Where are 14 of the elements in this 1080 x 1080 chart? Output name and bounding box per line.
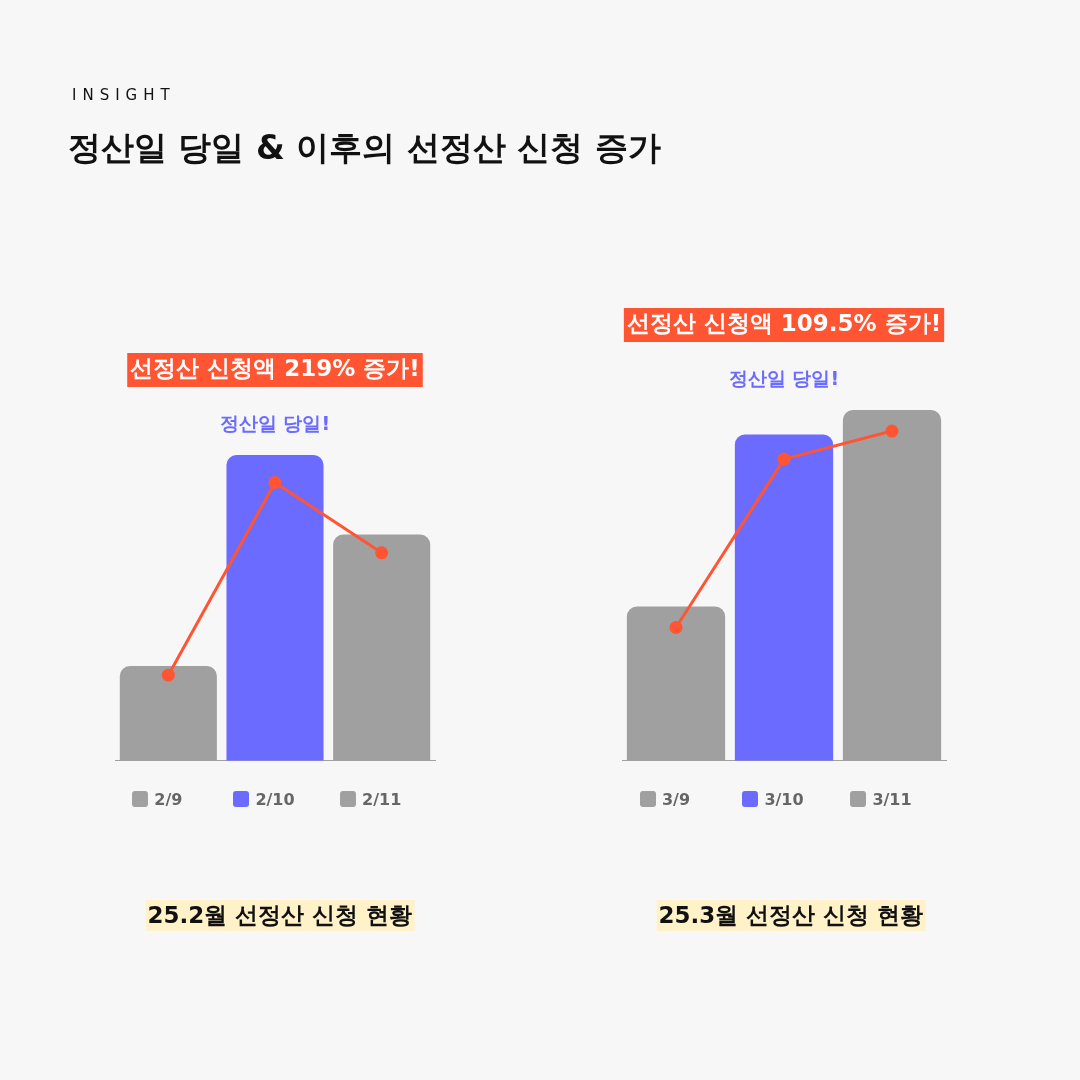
text: INSIGHT: [72, 86, 176, 104]
text: 선정산 신청액 109.5% 증가!: [626, 309, 942, 336]
x-tick-label: 3/11: [872, 789, 912, 809]
x-tick-label: 3/10: [764, 789, 804, 809]
text: 정산일 당일!: [728, 366, 840, 389]
text: 정산일 당일!: [219, 411, 331, 434]
x-tick-label: 3/9: [661, 789, 691, 809]
text: 25.3월 선정산 신청 현황: [656, 900, 926, 931]
text: 정산일 당일 & 이후의 선정산 신청 증가: [68, 127, 661, 169]
text: 선정산 신청액 219% 증가!: [130, 354, 420, 381]
x-tick-label: 2/9: [154, 789, 183, 809]
x-tick-label: 2/11: [362, 789, 402, 809]
x-tick-label: 2/10: [255, 789, 295, 809]
text: 25.2월 선정산 신청 현황: [145, 900, 415, 931]
